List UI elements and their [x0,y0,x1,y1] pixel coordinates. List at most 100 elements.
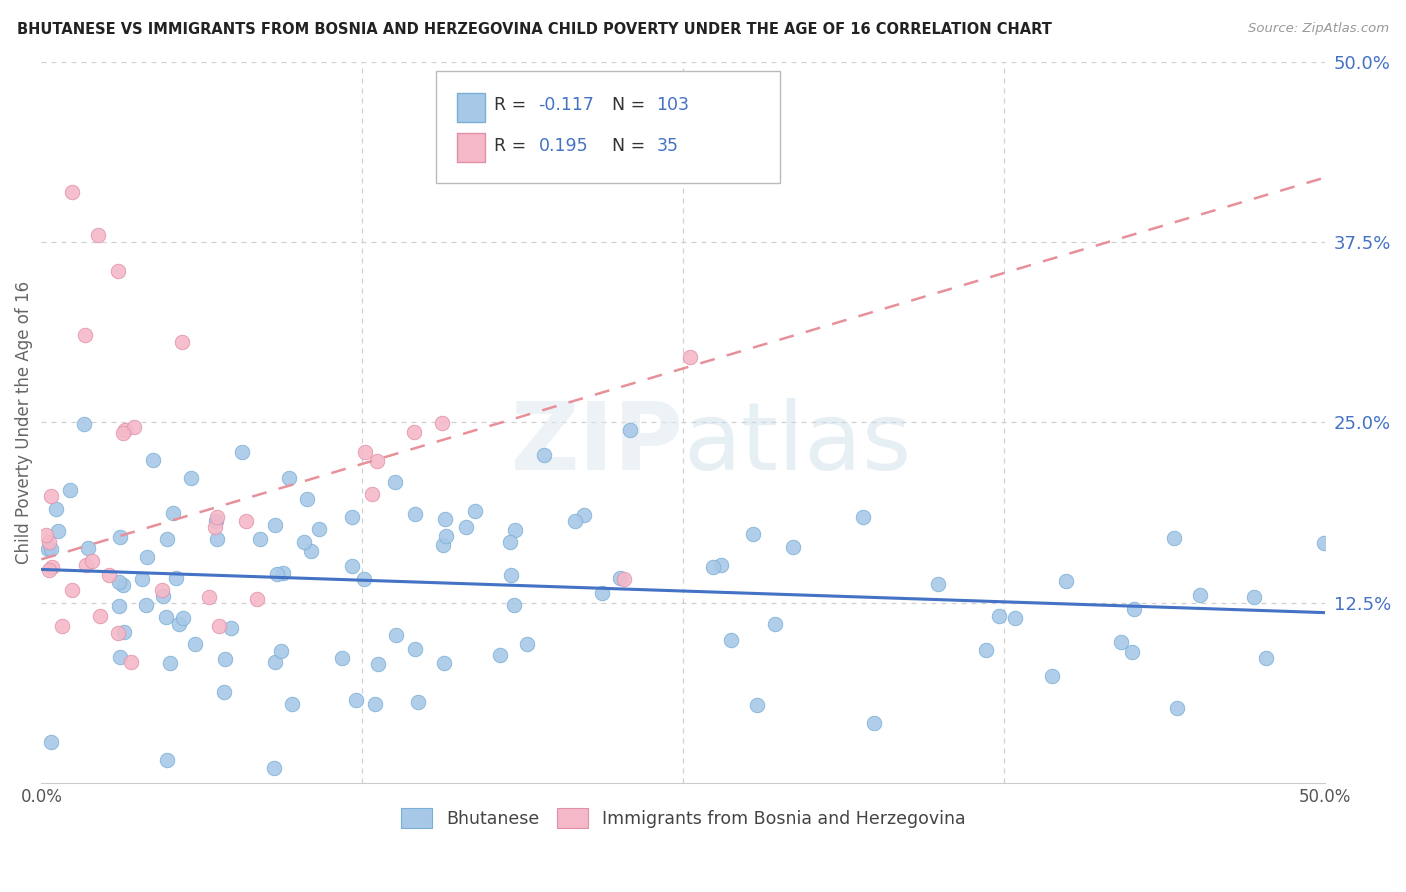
Point [613,572,636,586]
Point [107,574,129,589]
Text: ZIP: ZIP [510,398,683,490]
Point [45,501,67,516]
Point [131,572,153,586]
Point [782,540,804,554]
Point [264,517,287,532]
Point [162,506,184,520]
Point [135,598,157,612]
Point [720,632,742,647]
Point [205,514,228,528]
Text: BHUTANESE VS IMMIGRANTS FROM BOSNIA AND HERZEGOVINA CHILD POVERTY UNDER THE AGE : BHUTANESE VS IMMIGRANTS FROM BOSNIA AND … [17,22,1052,37]
Point [120,655,142,669]
Point [385,627,408,641]
Point [1166,701,1188,715]
Point [204,520,226,534]
Point [927,577,949,591]
Point [111,425,134,440]
Point [1123,602,1146,616]
Point [111,578,134,592]
Point [502,598,524,612]
Point [1109,635,1132,649]
Point [155,609,177,624]
Point [59,483,82,497]
Point [246,591,269,606]
Point [1040,669,1063,683]
Point [354,445,377,459]
Point [73,328,96,343]
Text: 0.195: 0.195 [538,137,588,155]
Point [1313,536,1336,550]
Point [75,558,97,572]
Point [503,523,526,537]
Point [142,453,165,467]
Point [41,560,63,574]
Point [619,423,641,437]
Point [172,335,194,350]
Point [1189,588,1212,602]
Legend: Bhutanese, Immigrants from Bosnia and Herzegovina: Bhutanese, Immigrants from Bosnia and He… [394,801,973,835]
Point [516,637,538,651]
Point [107,626,129,640]
Point [114,423,136,437]
Point [172,610,194,624]
Point [863,715,886,730]
Point [264,655,287,669]
Point [266,567,288,582]
Point [235,515,257,529]
Point [404,425,426,440]
Point [278,471,301,485]
Point [489,648,512,662]
Point [366,454,388,468]
Point [214,651,236,665]
Point [80,554,103,568]
Point [299,543,322,558]
Text: 103: 103 [657,96,689,114]
Point [167,616,190,631]
Point [591,586,613,600]
Point [159,656,181,670]
Point [155,533,177,547]
Point [155,753,177,767]
Point [108,530,131,544]
Point [271,566,294,581]
Text: N =: N = [612,96,651,114]
Point [249,532,271,546]
Point [107,264,129,278]
Point [39,735,62,749]
Point [98,568,121,582]
Point [180,470,202,484]
Point [572,508,595,522]
Text: 35: 35 [657,137,679,155]
Point [340,559,363,574]
Point [308,522,330,536]
Point [38,535,60,549]
Point [533,448,555,462]
Point [1121,645,1143,659]
Point [742,527,765,541]
Point [165,570,187,584]
Point [1054,574,1077,588]
Point [183,637,205,651]
Point [76,541,98,556]
Point [434,529,457,543]
Point [988,609,1011,624]
Point [430,416,453,430]
Point [747,698,769,712]
Point [499,568,522,582]
Point [112,624,135,639]
Point [263,761,285,775]
Point [39,542,62,557]
Point [60,582,83,597]
Point [763,617,786,632]
Point [72,417,94,432]
Point [281,697,304,711]
Point [219,621,242,635]
Point [37,541,59,556]
Text: R =: R = [494,137,531,155]
Point [46,524,69,538]
Point [384,475,406,490]
Point [330,650,353,665]
Text: atlas: atlas [683,398,911,490]
Point [974,643,997,657]
Point [406,695,429,709]
